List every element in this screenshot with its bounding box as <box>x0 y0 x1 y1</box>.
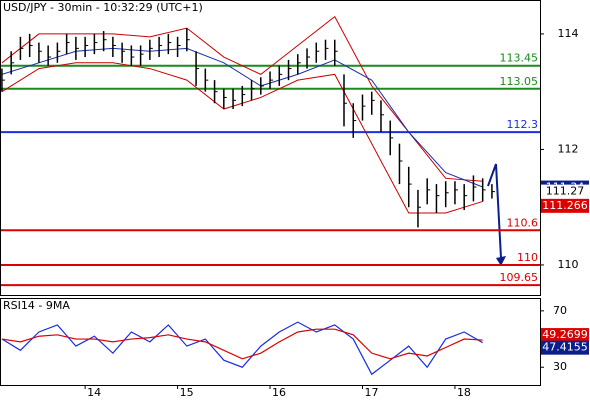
level-label: 113.45 <box>500 52 539 65</box>
price-badge <box>541 198 589 213</box>
x-tick-label: 18 <box>457 386 471 399</box>
last-price-badge-text: 111.27 <box>546 185 585 198</box>
forecast-arrow <box>487 163 502 259</box>
rsi-line <box>1 328 483 360</box>
price-badge-text: 111.266 <box>542 199 588 212</box>
rsi-line <box>1 321 483 376</box>
band-line <box>1 15 483 182</box>
last-price-badge <box>541 184 589 199</box>
arrow-head <box>496 256 506 266</box>
level-label: 110.6 <box>507 216 539 229</box>
x-tick-label: 16 <box>272 386 286 399</box>
x-tick-label: 17 <box>364 386 378 399</box>
x-tick-label: 14 <box>87 386 101 399</box>
y-tick-label: 110 <box>558 258 579 271</box>
rsi-badge-text: 47.4155 <box>542 341 588 354</box>
y-tick-label: 114 <box>558 27 579 40</box>
chart-title: USD/JPY - 30min - 10:32:29 (UTC+1) <box>3 1 203 14</box>
y-tick-label: 112 <box>558 142 579 155</box>
level-label: 113.05 <box>500 75 539 88</box>
rsi-badge <box>541 340 589 355</box>
band-line <box>1 47 483 188</box>
level-label: 110 <box>517 251 538 264</box>
rsi-tick-label: 30 <box>553 360 567 373</box>
rsi-badge-text: 49.2699 <box>542 328 588 341</box>
rsi-badge <box>541 328 589 343</box>
x-tick-label: 15 <box>180 386 194 399</box>
price-panel <box>0 0 541 296</box>
rsi-title: RSI14 - 9MA <box>3 299 70 312</box>
level-label: 112.3 <box>507 118 539 131</box>
level-label: 109.65 <box>500 271 539 284</box>
rsi-tick-label: 70 <box>553 304 567 317</box>
